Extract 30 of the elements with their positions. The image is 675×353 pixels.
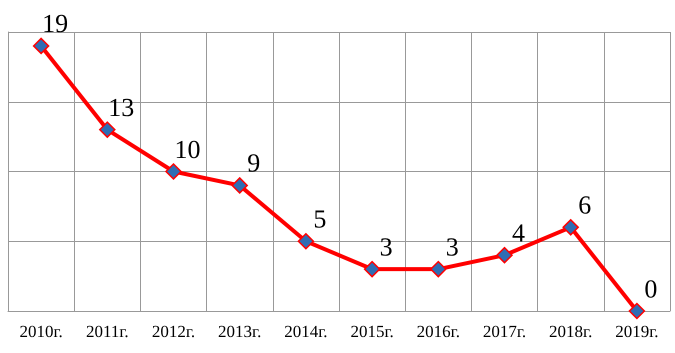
x-tick-label: 2013г. <box>218 322 262 341</box>
data-label: 19 <box>42 9 68 38</box>
point <box>99 121 116 138</box>
data-label: 9 <box>247 148 260 178</box>
data-label: 3 <box>446 232 459 262</box>
point <box>231 177 248 194</box>
data-label: 0 <box>644 274 658 304</box>
x-tick-label: 2015г. <box>350 322 394 341</box>
point <box>430 260 447 278</box>
data-label: 5 <box>313 204 326 234</box>
x-tick-label: 2016г. <box>416 322 460 341</box>
x-tick-label: 2014г. <box>284 322 328 341</box>
point <box>364 260 380 278</box>
data-label: 3 <box>380 232 393 262</box>
point <box>298 233 314 250</box>
data-label: 4 <box>512 218 525 248</box>
point <box>496 246 513 264</box>
x-tick-label: 2018г. <box>549 322 592 341</box>
x-tick-label: 2012г. <box>152 322 196 341</box>
data-label: 6 <box>578 190 592 220</box>
x-tick-label: 2010г. <box>19 322 63 341</box>
data-label: 10 <box>174 134 200 164</box>
point <box>628 302 646 320</box>
x-tick-label: 2017г. <box>482 322 526 341</box>
x-tick-label: 2011г. <box>86 322 129 341</box>
data-label: 13 <box>108 92 134 122</box>
x-tick-label: 2019г. <box>615 322 659 341</box>
point <box>32 38 50 54</box>
point <box>562 219 579 236</box>
point <box>165 163 182 180</box>
